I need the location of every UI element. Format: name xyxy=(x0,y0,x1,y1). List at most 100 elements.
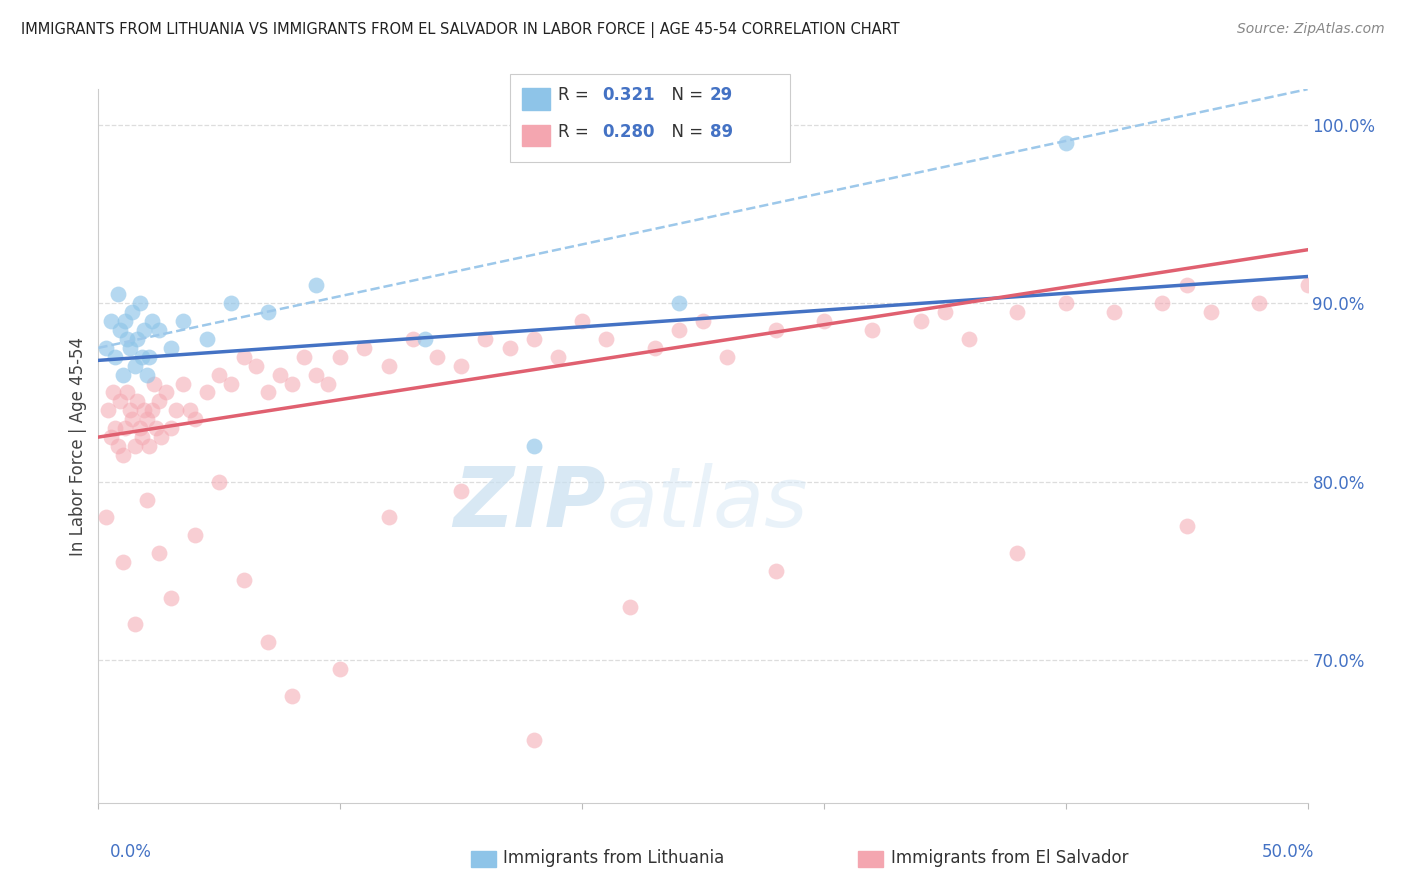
Point xyxy=(101,385,124,400)
Point xyxy=(595,332,617,346)
Point xyxy=(131,350,153,364)
Point xyxy=(329,662,352,676)
Point xyxy=(245,359,267,373)
Point xyxy=(195,332,218,346)
Point xyxy=(208,368,231,382)
Point xyxy=(269,368,291,382)
Text: 0.0%: 0.0% xyxy=(110,843,152,861)
Point xyxy=(813,314,835,328)
Point xyxy=(305,368,328,382)
Text: 50.0%: 50.0% xyxy=(1263,843,1315,861)
Point xyxy=(644,341,666,355)
Point xyxy=(377,359,399,373)
Point xyxy=(765,323,787,337)
Point xyxy=(1007,546,1029,560)
Point xyxy=(111,368,134,382)
Point xyxy=(450,359,472,373)
Point xyxy=(1296,278,1319,293)
Point xyxy=(124,617,146,632)
Point xyxy=(148,323,170,337)
Y-axis label: In Labor Force | Age 45-54: In Labor Force | Age 45-54 xyxy=(69,336,87,556)
Text: Immigrants from Lithuania: Immigrants from Lithuania xyxy=(503,849,724,867)
Point xyxy=(619,599,641,614)
Point xyxy=(195,385,218,400)
Point xyxy=(668,296,690,310)
Point xyxy=(523,439,546,453)
Point xyxy=(114,421,136,435)
Text: 0.321: 0.321 xyxy=(602,87,654,104)
Point xyxy=(1175,519,1198,533)
Point xyxy=(1175,278,1198,293)
Point xyxy=(121,305,143,319)
Point xyxy=(498,341,520,355)
Point xyxy=(413,332,436,346)
Point xyxy=(100,430,122,444)
Point xyxy=(148,546,170,560)
Point xyxy=(1152,296,1174,310)
Point xyxy=(160,341,183,355)
Point xyxy=(165,403,187,417)
Point xyxy=(150,430,173,444)
Text: R =: R = xyxy=(558,123,595,141)
Point xyxy=(127,394,149,409)
Point xyxy=(131,430,153,444)
Point xyxy=(141,403,163,417)
Point xyxy=(184,528,207,542)
Point xyxy=(155,385,177,400)
Text: atlas: atlas xyxy=(606,463,808,543)
Point xyxy=(127,332,149,346)
Point xyxy=(97,403,120,417)
Point xyxy=(1199,305,1222,319)
Text: ZIP: ZIP xyxy=(454,463,606,543)
Point xyxy=(692,314,714,328)
Point xyxy=(232,573,254,587)
Point xyxy=(402,332,425,346)
Point xyxy=(141,314,163,328)
Point xyxy=(523,332,546,346)
Point xyxy=(571,314,593,328)
Point xyxy=(143,376,166,391)
Point xyxy=(232,350,254,364)
Point xyxy=(934,305,956,319)
Point xyxy=(128,296,150,310)
Point xyxy=(148,394,170,409)
Point xyxy=(172,376,194,391)
Point xyxy=(138,439,160,453)
Point xyxy=(179,403,201,417)
Point xyxy=(135,412,157,426)
Point xyxy=(910,314,932,328)
Point xyxy=(124,439,146,453)
Point xyxy=(118,403,141,417)
Point xyxy=(135,368,157,382)
Point xyxy=(184,412,207,426)
Point xyxy=(547,350,569,364)
Point xyxy=(108,394,131,409)
Text: IMMIGRANTS FROM LITHUANIA VS IMMIGRANTS FROM EL SALVADOR IN LABOR FORCE | AGE 45: IMMIGRANTS FROM LITHUANIA VS IMMIGRANTS … xyxy=(21,22,900,38)
Point xyxy=(305,278,328,293)
Point xyxy=(1102,305,1125,319)
Point xyxy=(135,492,157,507)
Point xyxy=(94,341,117,355)
Point xyxy=(1249,296,1271,310)
Point xyxy=(450,483,472,498)
Point xyxy=(957,332,980,346)
Point xyxy=(104,421,127,435)
Point xyxy=(256,385,278,400)
Point xyxy=(111,555,134,569)
Point xyxy=(134,323,156,337)
Point xyxy=(118,341,141,355)
Point xyxy=(104,350,127,364)
Point xyxy=(474,332,496,346)
Point xyxy=(668,323,690,337)
Point xyxy=(100,314,122,328)
Point xyxy=(329,350,352,364)
Point xyxy=(128,421,150,435)
Point xyxy=(117,385,139,400)
Text: 0.280: 0.280 xyxy=(602,123,654,141)
Text: R =: R = xyxy=(558,87,595,104)
Point xyxy=(316,376,339,391)
Point xyxy=(121,412,143,426)
Text: N =: N = xyxy=(661,123,709,141)
Point xyxy=(117,332,139,346)
Point xyxy=(114,314,136,328)
